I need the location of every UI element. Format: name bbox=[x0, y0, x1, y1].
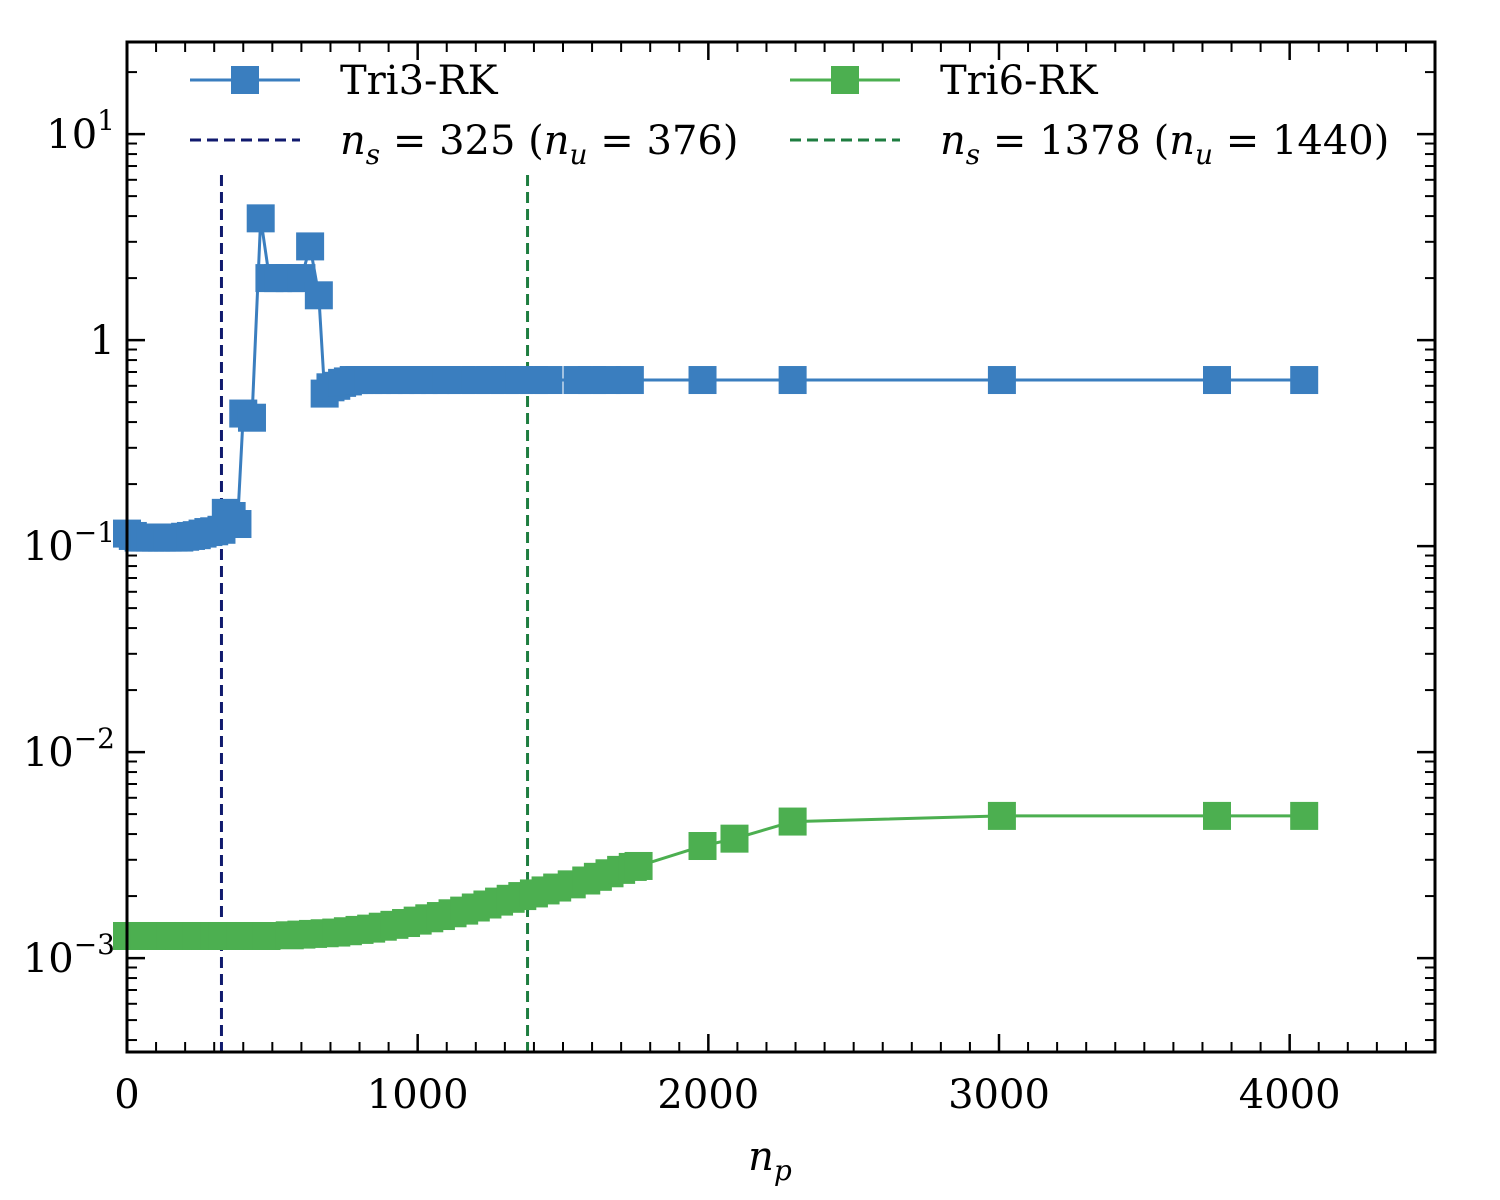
plot-background bbox=[127, 42, 1435, 1052]
data-point bbox=[688, 366, 717, 395]
legend-label-part: u bbox=[1195, 138, 1213, 171]
y-tick-label-base: 10 bbox=[23, 524, 74, 570]
legend-label-part: s bbox=[366, 138, 380, 171]
data-point bbox=[987, 366, 1016, 395]
data-point bbox=[987, 801, 1016, 830]
data-point bbox=[615, 366, 644, 395]
data-point bbox=[688, 832, 717, 861]
data-point bbox=[624, 851, 653, 880]
minor-ticks bbox=[127, 42, 1435, 1052]
x-axis-label-var: n bbox=[748, 1134, 774, 1180]
legend-label: Tri3-RK bbox=[340, 58, 499, 104]
legend-label-part: n bbox=[544, 118, 570, 164]
legend-label: Tri6-RK bbox=[940, 58, 1099, 104]
data-point bbox=[720, 824, 749, 853]
y-tick-label-exp: −2 bbox=[74, 722, 115, 755]
y-tick-label-base: 10 bbox=[23, 936, 74, 982]
y-tick-label-exp: 1 bbox=[97, 104, 115, 137]
x-tick-label: 1000 bbox=[367, 1072, 469, 1118]
x-tick-label: 2000 bbox=[657, 1072, 759, 1118]
legend-marker bbox=[831, 66, 859, 94]
y-tick-label: 10−3 bbox=[23, 928, 115, 982]
data-point bbox=[1203, 366, 1231, 395]
y-tick-label-exp: −1 bbox=[74, 516, 115, 549]
y-tick-label-base: 10 bbox=[46, 112, 97, 158]
y-tick-label: 10−1 bbox=[23, 516, 115, 570]
data-point bbox=[778, 807, 807, 836]
y-tick-label: 1 bbox=[90, 318, 115, 364]
legend-label-part: u bbox=[570, 138, 588, 171]
legend-label-part: s bbox=[966, 138, 980, 171]
data-point bbox=[304, 281, 333, 310]
x-tick-label: 0 bbox=[114, 1072, 139, 1118]
legend-label-part: n bbox=[340, 118, 366, 164]
x-axis-label-sub: p bbox=[774, 1154, 792, 1187]
data-point bbox=[237, 403, 266, 432]
y-tick-label-base: 1 bbox=[90, 318, 115, 364]
major-ticks bbox=[125, 42, 1435, 1052]
legend-label-part: = 1440) bbox=[1213, 118, 1389, 164]
x-tick-labels: 0 1000 2000 3000 4000 bbox=[114, 1072, 1340, 1118]
legend-label-part: n bbox=[940, 118, 966, 164]
x-tick-label: 4000 bbox=[1239, 1072, 1341, 1118]
legend-label-part: = 325 ( bbox=[380, 118, 544, 164]
y-tick-label: 101 bbox=[46, 104, 115, 158]
x-tick-label: 3000 bbox=[948, 1072, 1050, 1118]
data-point bbox=[246, 204, 275, 233]
data-point bbox=[223, 510, 252, 539]
y-tick-label-exp: −3 bbox=[74, 928, 115, 961]
data-point bbox=[778, 366, 807, 395]
y-tick-label-base: 10 bbox=[23, 730, 74, 776]
data-point bbox=[1203, 801, 1231, 830]
legend-marker bbox=[231, 66, 259, 94]
series-group bbox=[113, 204, 1319, 950]
legend-label-part: = 1378 ( bbox=[980, 118, 1169, 164]
legend-label-part: = 376) bbox=[588, 118, 739, 164]
x-axis-label: np bbox=[748, 1134, 792, 1187]
plot-frame bbox=[125, 40, 1437, 1054]
data-point bbox=[534, 366, 563, 395]
data-point bbox=[1290, 801, 1319, 830]
legend-label-part: n bbox=[1169, 118, 1195, 164]
legend-label: ns = 325 (nu = 376) bbox=[340, 118, 738, 171]
legend-label: ns = 1378 (nu = 1440) bbox=[940, 118, 1389, 171]
y-tick-label: 10−2 bbox=[23, 722, 115, 776]
data-point bbox=[296, 232, 325, 261]
data-point bbox=[1290, 366, 1319, 395]
reference-lines bbox=[219, 175, 530, 1052]
